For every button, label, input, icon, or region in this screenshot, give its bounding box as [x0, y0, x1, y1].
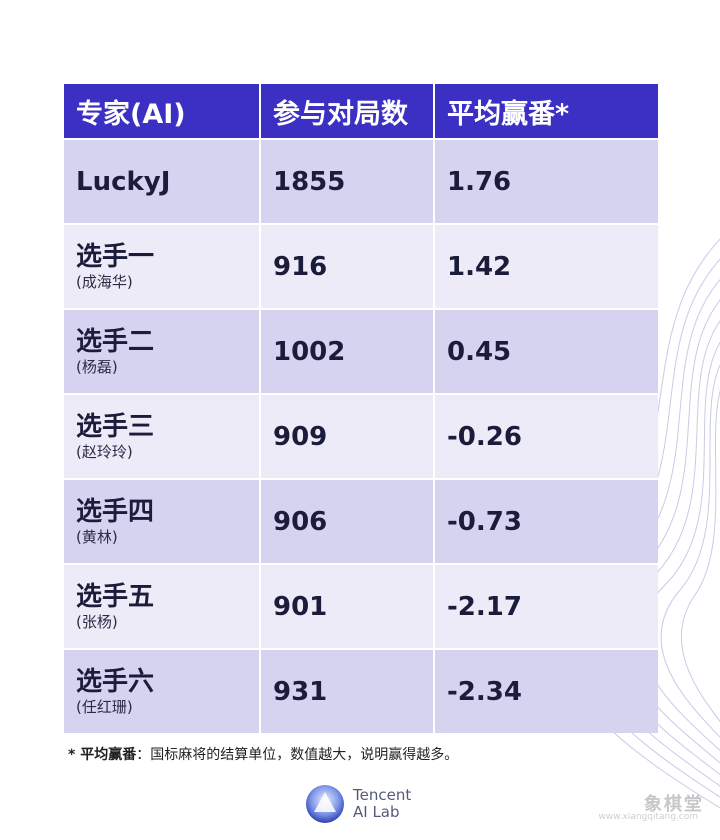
games-cell: 916	[260, 223, 435, 309]
games-cell: 906	[260, 478, 435, 564]
games-cell: 931	[260, 648, 435, 733]
average-win-cell: 1.76	[434, 138, 658, 224]
expert-real-name: (杨磊)	[76, 357, 118, 376]
ai-lab-logo-icon	[306, 785, 344, 823]
logo-line2: AI Lab	[353, 803, 400, 821]
games-cell: 901	[260, 563, 435, 649]
header-games: 参与对局数	[260, 84, 435, 139]
table-row: 选手一 (成海华) 916 1.42	[64, 223, 658, 309]
games-cell: 1855	[260, 138, 435, 224]
footnote: * 平均赢番：国标麻将的结算单位，数值越大，说明赢得越多。	[68, 744, 458, 764]
expert-real-name: (张杨)	[76, 612, 118, 631]
tencent-ai-lab-logo: Tencent AI Lab	[305, 784, 411, 824]
footnote-text: ：国标麻将的结算单位，数值越大，说明赢得越多。	[136, 747, 459, 763]
games-cell: 1002	[260, 308, 435, 394]
expert-name: 选手三	[76, 411, 155, 442]
watermark: 象棋堂	[644, 794, 704, 815]
expert-real-name: (成海华)	[76, 272, 133, 291]
results-table: 专家(AI) 参与对局数 平均赢番* LuckyJ 1855 1.76 选手一 …	[64, 84, 658, 733]
header-average-win: 平均赢番*	[434, 84, 658, 139]
table-row: 选手二 (杨磊) 1002 0.45	[64, 308, 658, 394]
table-row: 选手四 (黄林) 906 -0.73	[64, 478, 658, 564]
expert-name: 选手二	[76, 326, 155, 357]
expert-real-name: (赵玲玲)	[76, 442, 133, 461]
expert-cell: 选手四 (黄林)	[64, 478, 261, 564]
expert-cell: 选手五 (张杨)	[64, 563, 261, 649]
expert-cell: 选手二 (杨磊)	[64, 308, 261, 394]
expert-name: 选手一	[76, 241, 155, 272]
table-row: 选手五 (张杨) 901 -2.17	[64, 563, 658, 649]
expert-name: 选手五	[76, 581, 155, 612]
table-row: 选手六 (任红珊) 931 -2.34	[64, 648, 658, 733]
table-row: LuckyJ 1855 1.76	[64, 138, 658, 224]
footnote-term: * 平均赢番	[68, 747, 137, 763]
table-header-row: 专家(AI) 参与对局数 平均赢番*	[64, 84, 658, 139]
expert-cell: 选手三 (赵玲玲)	[64, 393, 261, 479]
expert-cell: 选手六 (任红珊)	[64, 648, 261, 733]
expert-cell: LuckyJ	[64, 138, 261, 224]
games-cell: 909	[260, 393, 435, 479]
average-win-cell: -0.26	[434, 393, 658, 479]
expert-real-name: (黄林)	[76, 527, 118, 546]
average-win-cell: 0.45	[434, 308, 658, 394]
header-expert: 专家(AI)	[64, 84, 261, 139]
average-win-cell: -2.34	[434, 648, 658, 733]
watermark-url: www.xiangqitang.com	[598, 812, 698, 822]
average-win-cell: -2.17	[434, 563, 658, 649]
expert-name: 选手六	[76, 666, 155, 697]
results-table-container: 专家(AI) 参与对局数 平均赢番* LuckyJ 1855 1.76 选手一 …	[64, 84, 658, 733]
expert-real-name: (任红珊)	[76, 697, 133, 716]
expert-name: LuckyJ	[76, 166, 171, 197]
expert-name: 选手四	[76, 496, 155, 527]
logo-line1: Tencent	[353, 786, 412, 804]
table-row: 选手三 (赵玲玲) 909 -0.26	[64, 393, 658, 479]
average-win-cell: 1.42	[434, 223, 658, 309]
average-win-cell: -0.73	[434, 478, 658, 564]
expert-cell: 选手一 (成海华)	[64, 223, 261, 309]
